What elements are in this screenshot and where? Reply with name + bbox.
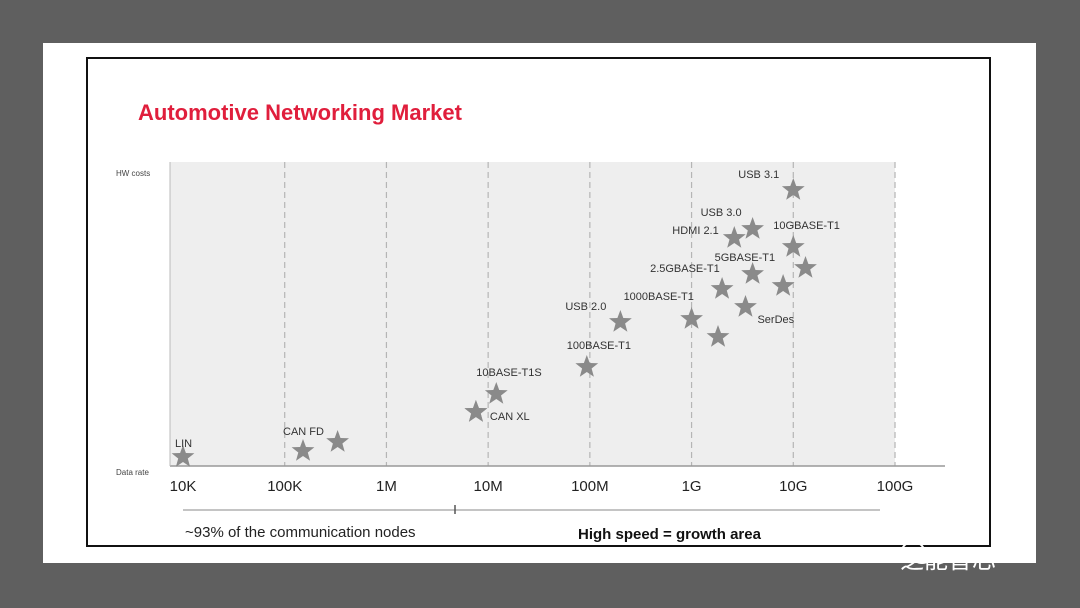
star-marker [771, 274, 795, 296]
x-tick-label: 1M [376, 478, 397, 495]
point-label: CAN FD [283, 426, 324, 438]
star-marker [464, 400, 488, 422]
point-label: CAN XL [490, 411, 530, 423]
star-marker [609, 310, 632, 332]
star-marker [575, 355, 599, 377]
plot-area [170, 162, 895, 466]
x-tick-label: 100M [571, 478, 609, 495]
x-tick-label: 100G [877, 478, 914, 495]
point-label: USB 3.0 [701, 207, 742, 219]
point-label: USB 3.1 [738, 169, 779, 181]
star-marker [734, 295, 757, 317]
star-marker [171, 445, 195, 467]
star-marker [741, 217, 764, 239]
chart-title: Automotive Networking Market [138, 100, 462, 125]
x-tick-label: 100K [267, 478, 302, 495]
y-axis-label: HW costs [116, 169, 150, 178]
x-axis-label: Data rate [116, 468, 149, 477]
low-speed-annotation: ~93% of the communication nodes [185, 524, 416, 541]
x-tick-label: 10G [779, 478, 807, 495]
point-label: 1000BASE-T1 [624, 291, 694, 303]
point-label: HDMI 2.1 [672, 225, 718, 237]
point-label: 10GBASE-T1 [773, 220, 840, 232]
point-label: SerDes [757, 314, 794, 326]
wechat-icon [901, 541, 932, 564]
star-marker [794, 256, 817, 278]
star-marker [741, 262, 764, 284]
point-label: 10BASE-T1S [476, 367, 541, 379]
point-label: 100BASE-T1 [567, 340, 631, 352]
point-label: USB 2.0 [565, 301, 606, 313]
star-marker [781, 178, 805, 200]
x-tick-label: 10M [474, 478, 503, 495]
star-marker [680, 307, 703, 329]
star-marker [781, 235, 805, 257]
star-marker [484, 382, 508, 404]
x-tick-label: 1G [682, 478, 702, 495]
star-marker [706, 325, 730, 347]
star-marker [710, 277, 734, 299]
x-tick-label: 10K [170, 478, 197, 495]
point-label: LIN [175, 438, 192, 450]
point-label: 2.5GBASE-T1 [650, 263, 720, 275]
watermark: 芝能智芯 [900, 540, 996, 575]
point-label: 5GBASE-T1 [715, 252, 776, 264]
star-marker [291, 439, 315, 461]
high-speed-annotation: High speed = growth area [578, 526, 761, 543]
star-marker [722, 226, 746, 248]
star-marker [326, 430, 349, 452]
